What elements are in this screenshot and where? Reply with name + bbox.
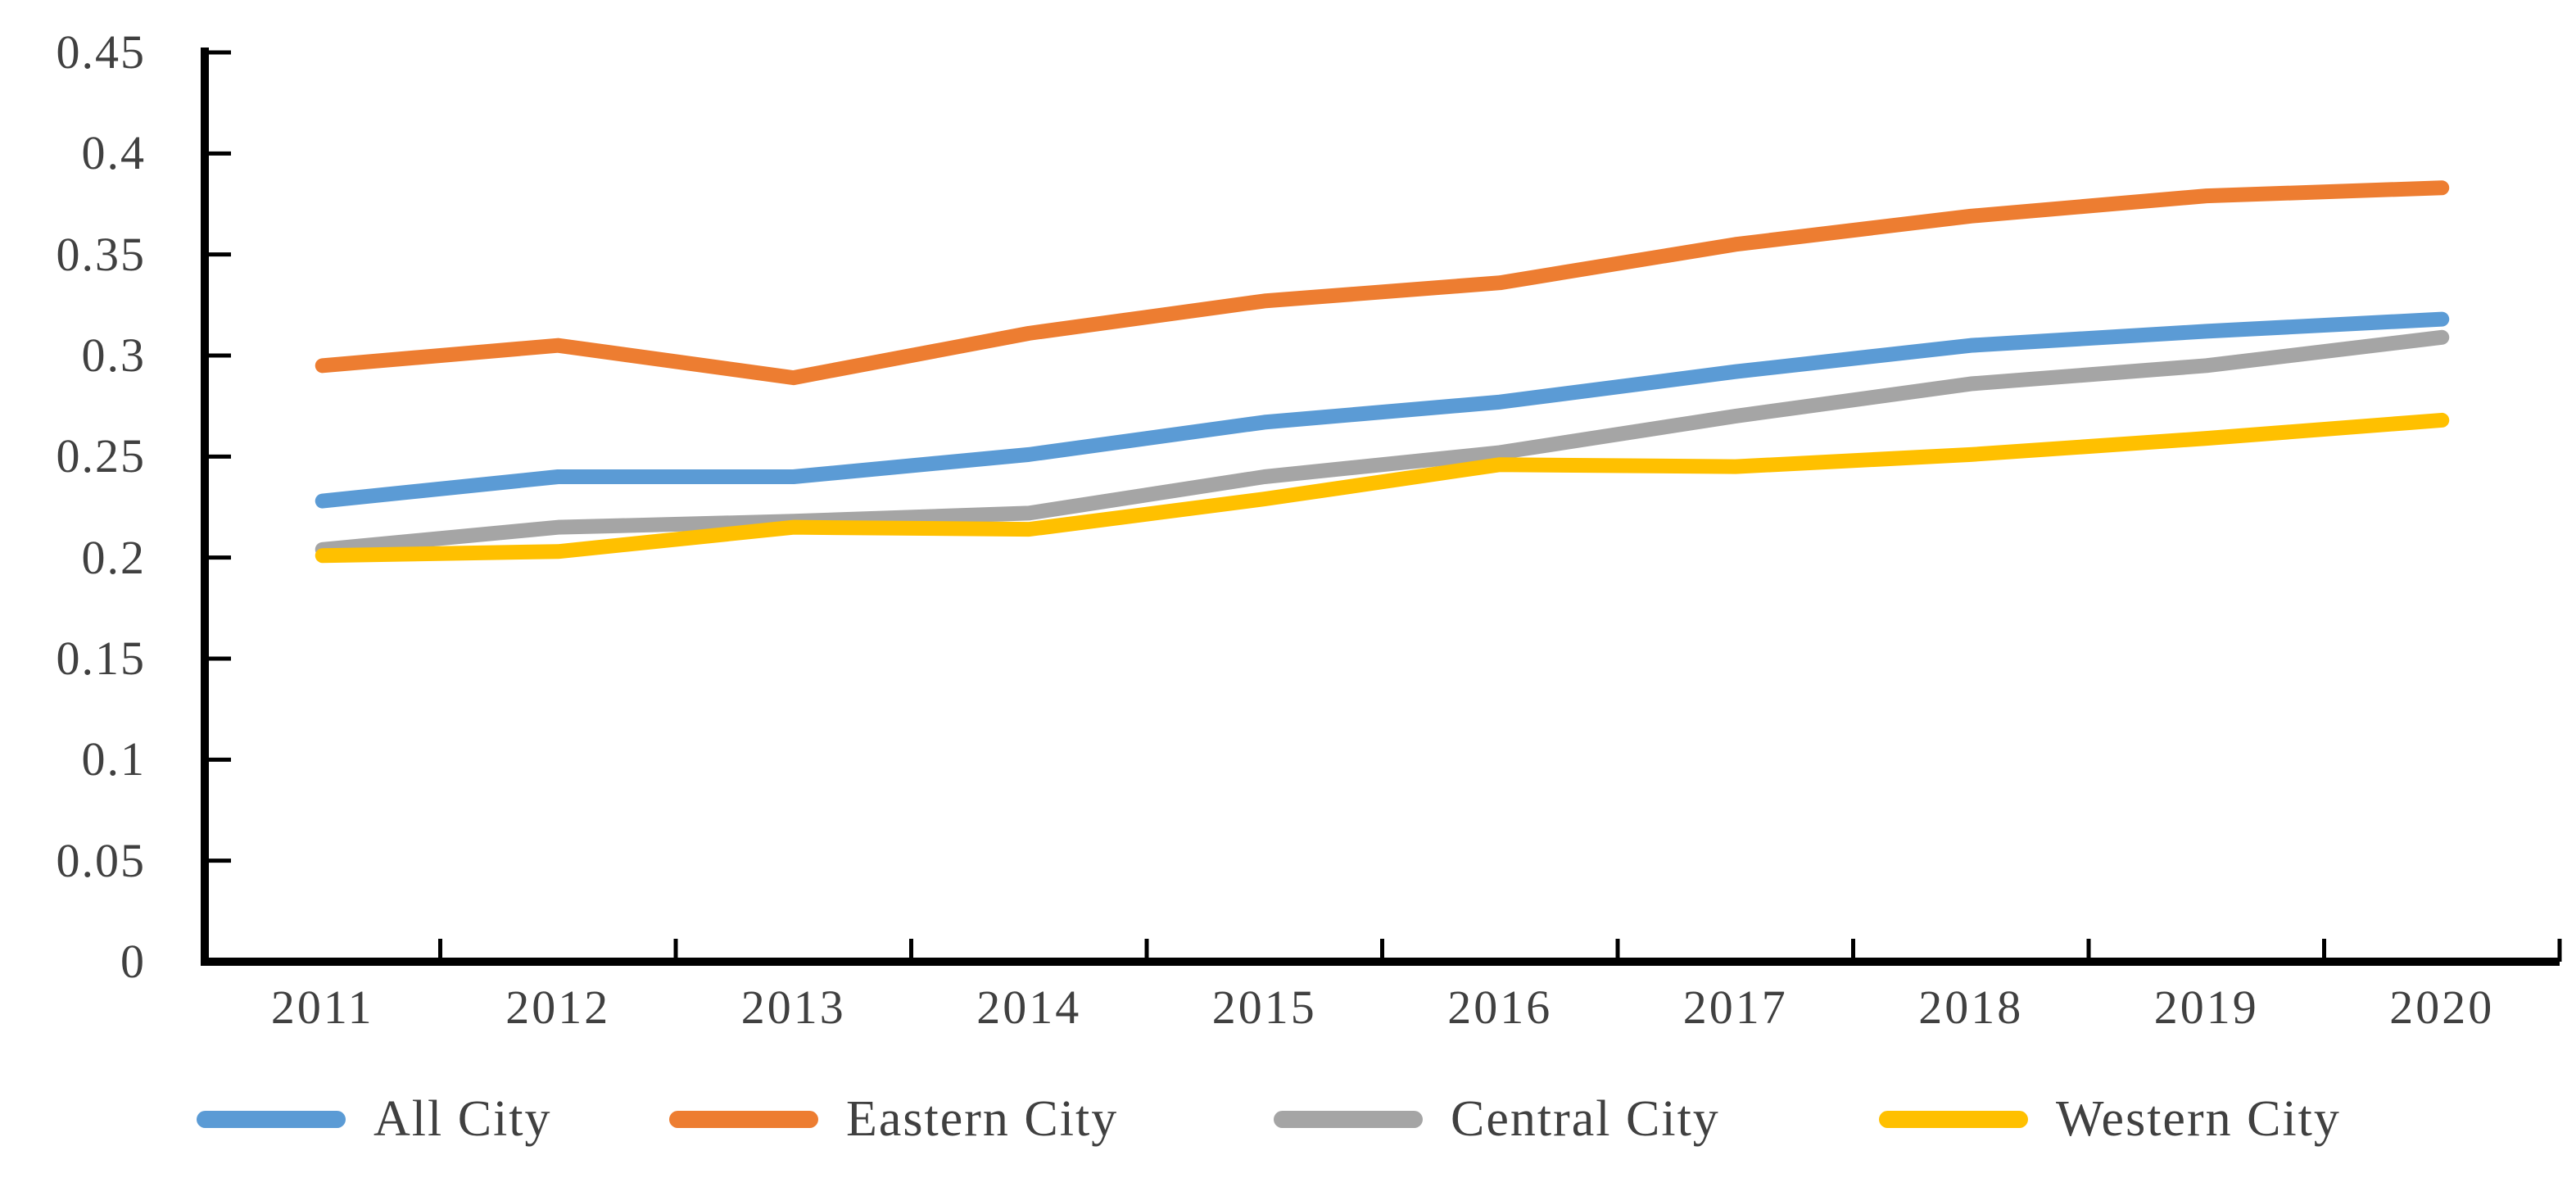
x-tick-label: 2015 [1211, 981, 1317, 1034]
x-tick-label: 2020 [2389, 981, 2495, 1034]
legend-label: Western City [2056, 1090, 2341, 1147]
x-tick-label: 2017 [1682, 981, 1788, 1034]
line-series-all-city [315, 311, 2450, 509]
y-tick-label: 0.4 [81, 126, 146, 180]
y-tick-label: 0.45 [56, 25, 146, 79]
y-tick-label: 0 [120, 935, 146, 988]
x-tick-label: 2013 [740, 981, 846, 1034]
line-series-western-city [315, 412, 2450, 564]
legend-label: Eastern City [846, 1090, 1119, 1147]
x-tick-label: 2014 [976, 981, 1082, 1034]
x-tick-label: 2019 [2153, 981, 2259, 1034]
y-tick-label: 0.35 [56, 227, 146, 281]
y-tick-label: 0.15 [56, 632, 146, 685]
y-tick-label: 0.3 [81, 328, 146, 382]
legend-swatch-eastern-city [669, 1110, 818, 1128]
legend-item-eastern-city: Eastern City [669, 1085, 1118, 1153]
y-tick-label: 0.2 [81, 530, 146, 584]
y-tick-label: 0.05 [56, 833, 146, 887]
y-tick-label: 0.25 [56, 429, 146, 483]
x-tick-label: 2016 [1447, 981, 1553, 1034]
legend-swatch-all-city [197, 1110, 346, 1128]
legend-label: Central City [1451, 1090, 1720, 1147]
x-tick-label: 2012 [505, 981, 611, 1034]
x-tick-label: 2018 [1918, 981, 2024, 1034]
line-series-central-city [315, 329, 2450, 557]
y-tick-label: 0.1 [81, 732, 146, 786]
line-series-eastern-city [315, 180, 2450, 386]
x-tick-label: 2011 [270, 981, 374, 1034]
legend-swatch-central-city [1274, 1110, 1423, 1128]
legend-item-central-city: Central City [1274, 1085, 1720, 1153]
legend-swatch-western-city [1879, 1110, 2028, 1128]
legend-item-all-city: All City [197, 1085, 552, 1153]
legend-label: All City [373, 1090, 552, 1147]
legend-item-western-city: Western City [1879, 1085, 2341, 1153]
